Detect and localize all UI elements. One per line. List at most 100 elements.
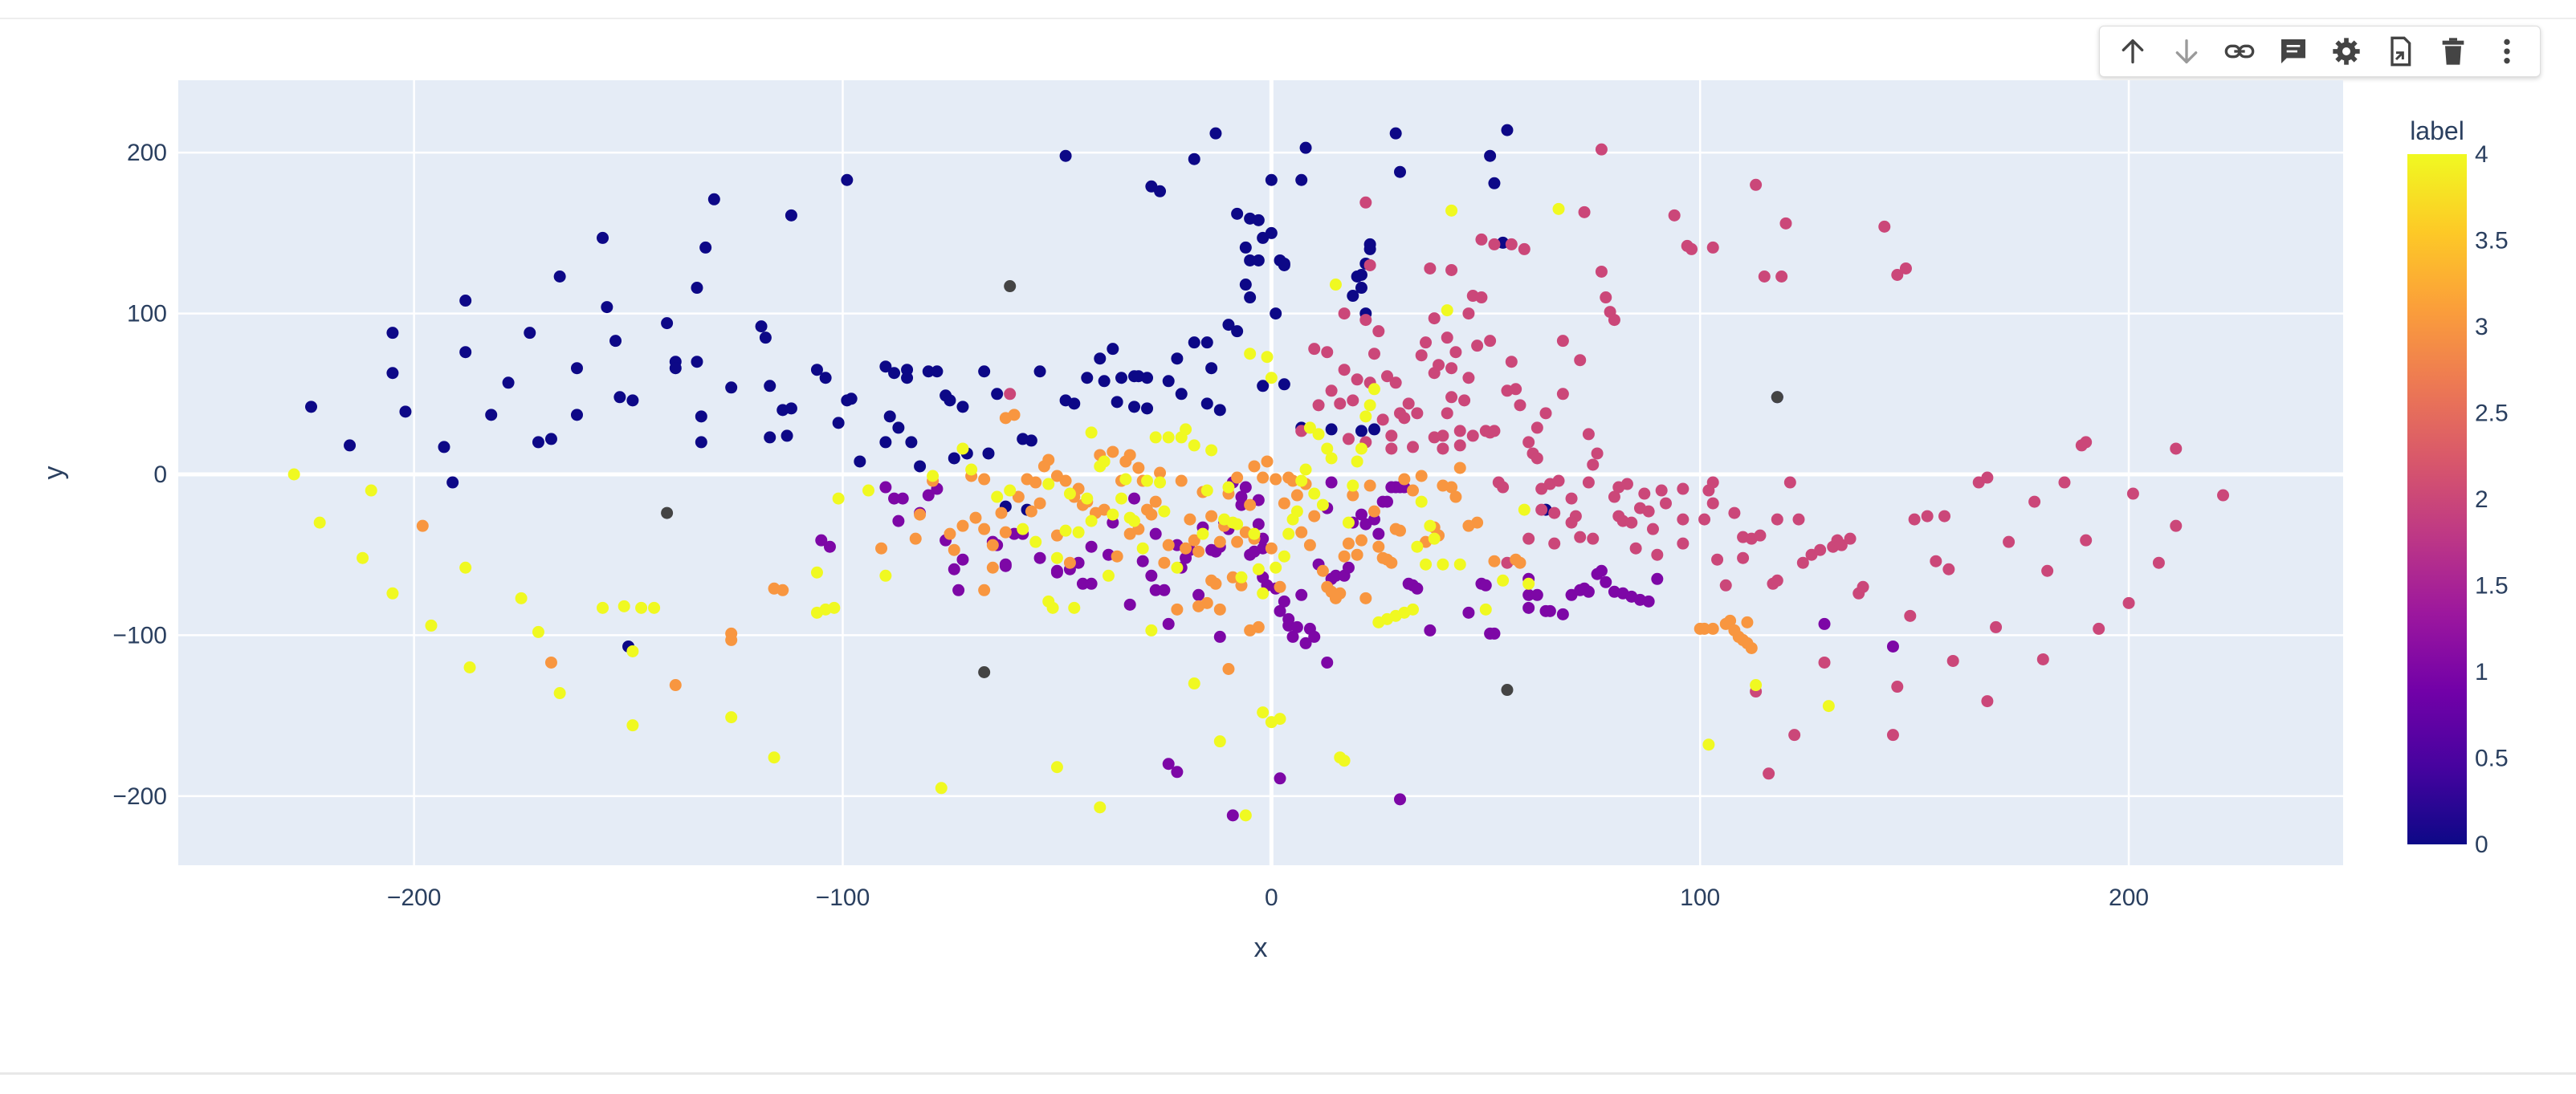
scatter-point [1385,556,1398,569]
scatter-point [1325,423,1338,436]
scatter-point [1094,801,1107,814]
scatter-point [969,511,982,524]
scatter-point [1385,442,1398,455]
scatter-point [1342,561,1355,574]
more-icon [2504,39,2510,64]
link-icon [2224,44,2255,59]
scatter-point [1651,548,1664,561]
scatter-point [425,619,438,632]
scatter-point [597,601,609,614]
scatter-point [1008,409,1021,421]
more-options-button[interactable] [2486,31,2528,72]
scatter-point [1908,513,1921,526]
scatter-point [1299,141,1312,154]
scatter-point [1646,523,1659,535]
scatter-point [287,468,300,481]
scatter-point [1938,510,1951,523]
scatter-point [1501,124,1514,136]
scatter-point [1981,471,1994,484]
scatter-point [1488,425,1501,437]
scatter-point [1162,375,1175,388]
scatter-point [1642,595,1655,608]
scatter-point [1655,484,1668,497]
y-tick-label: −100 [112,622,167,649]
scatter-point [1299,463,1312,476]
scatter-point [1132,462,1145,474]
comment-button[interactable] [2272,31,2314,72]
scatter-point [1420,336,1433,349]
scatter-point [1068,397,1081,410]
scatter-point [1149,584,1162,596]
scatter-point [1200,336,1213,349]
scatter-point [1351,455,1363,468]
colorbar-tick-label: 4 [2475,141,2488,168]
scatter-point [1175,474,1188,487]
scatter-point [1239,481,1252,494]
scatter-point [1501,684,1514,697]
scatter-point [1231,518,1244,531]
scatter-point [386,367,399,380]
scatter-point [1946,654,1959,667]
scatter-point [1788,729,1801,742]
scatter-point [1411,582,1424,595]
move-up-button[interactable] [2112,31,2154,72]
scatter-point [1244,348,1257,360]
scatter-point [1367,505,1380,518]
y-axis-label: y [39,466,69,480]
scatter-point [1642,505,1655,518]
scatter-point [1792,513,1805,526]
x-axis-label: x [1254,933,1268,963]
x-tick-label: 0 [1265,885,1278,911]
scatter-point [854,455,866,468]
move-down-button[interactable] [2166,31,2207,72]
scatter-point [1411,540,1424,553]
settings-button[interactable] [2325,31,2367,72]
scatter-point [1775,270,1788,283]
colorbar [2407,154,2467,844]
scatter-point [1119,473,1132,486]
scatter-point [2080,436,2093,449]
scatter-point [1196,527,1209,540]
scatter-point [1522,577,1535,590]
scatter-point [1398,473,1411,486]
scatter-point [459,561,472,574]
scatter-point [1274,713,1286,726]
scatter-point [1363,399,1376,412]
scatter-point [1453,462,1466,474]
scatter-point [1033,551,1046,564]
scatter-point [1162,617,1175,630]
scatter-point [1351,548,1363,561]
scatter-point [1522,601,1535,614]
arrow-up-icon [2122,39,2144,64]
scatter-point [1706,476,1719,489]
scatter-point [810,364,823,376]
scatter-point [1231,535,1244,548]
scatter-point [1543,604,1556,617]
scatter-point [1677,513,1689,526]
delete-button[interactable] [2432,31,2474,72]
scatter-point [1270,307,1282,320]
scatter-point [1822,700,1835,713]
scatter-point [1226,809,1239,822]
scatter-point [1363,238,1376,250]
scatter-point [2041,564,2054,577]
scatter-point [1059,149,1072,162]
scatter-point [1484,335,1497,348]
scatter-point [1213,735,1226,748]
scatter-point [1321,656,1334,669]
link-button[interactable] [2219,31,2260,72]
scatter-point [991,490,1004,503]
scatter-point [1659,497,1672,510]
scatter-point [879,360,892,373]
scatter-point [725,633,738,646]
scatter-point [1081,372,1094,384]
scatter-point [892,421,905,434]
scatter-point [1042,453,1055,466]
scatter-point [956,553,969,566]
export-button[interactable] [2379,31,2421,72]
scatter-point [1257,587,1270,600]
scatter-point [764,431,776,444]
scatter-point [1372,527,1385,540]
scatter-point [725,711,738,724]
scatter-point [1359,592,1372,604]
